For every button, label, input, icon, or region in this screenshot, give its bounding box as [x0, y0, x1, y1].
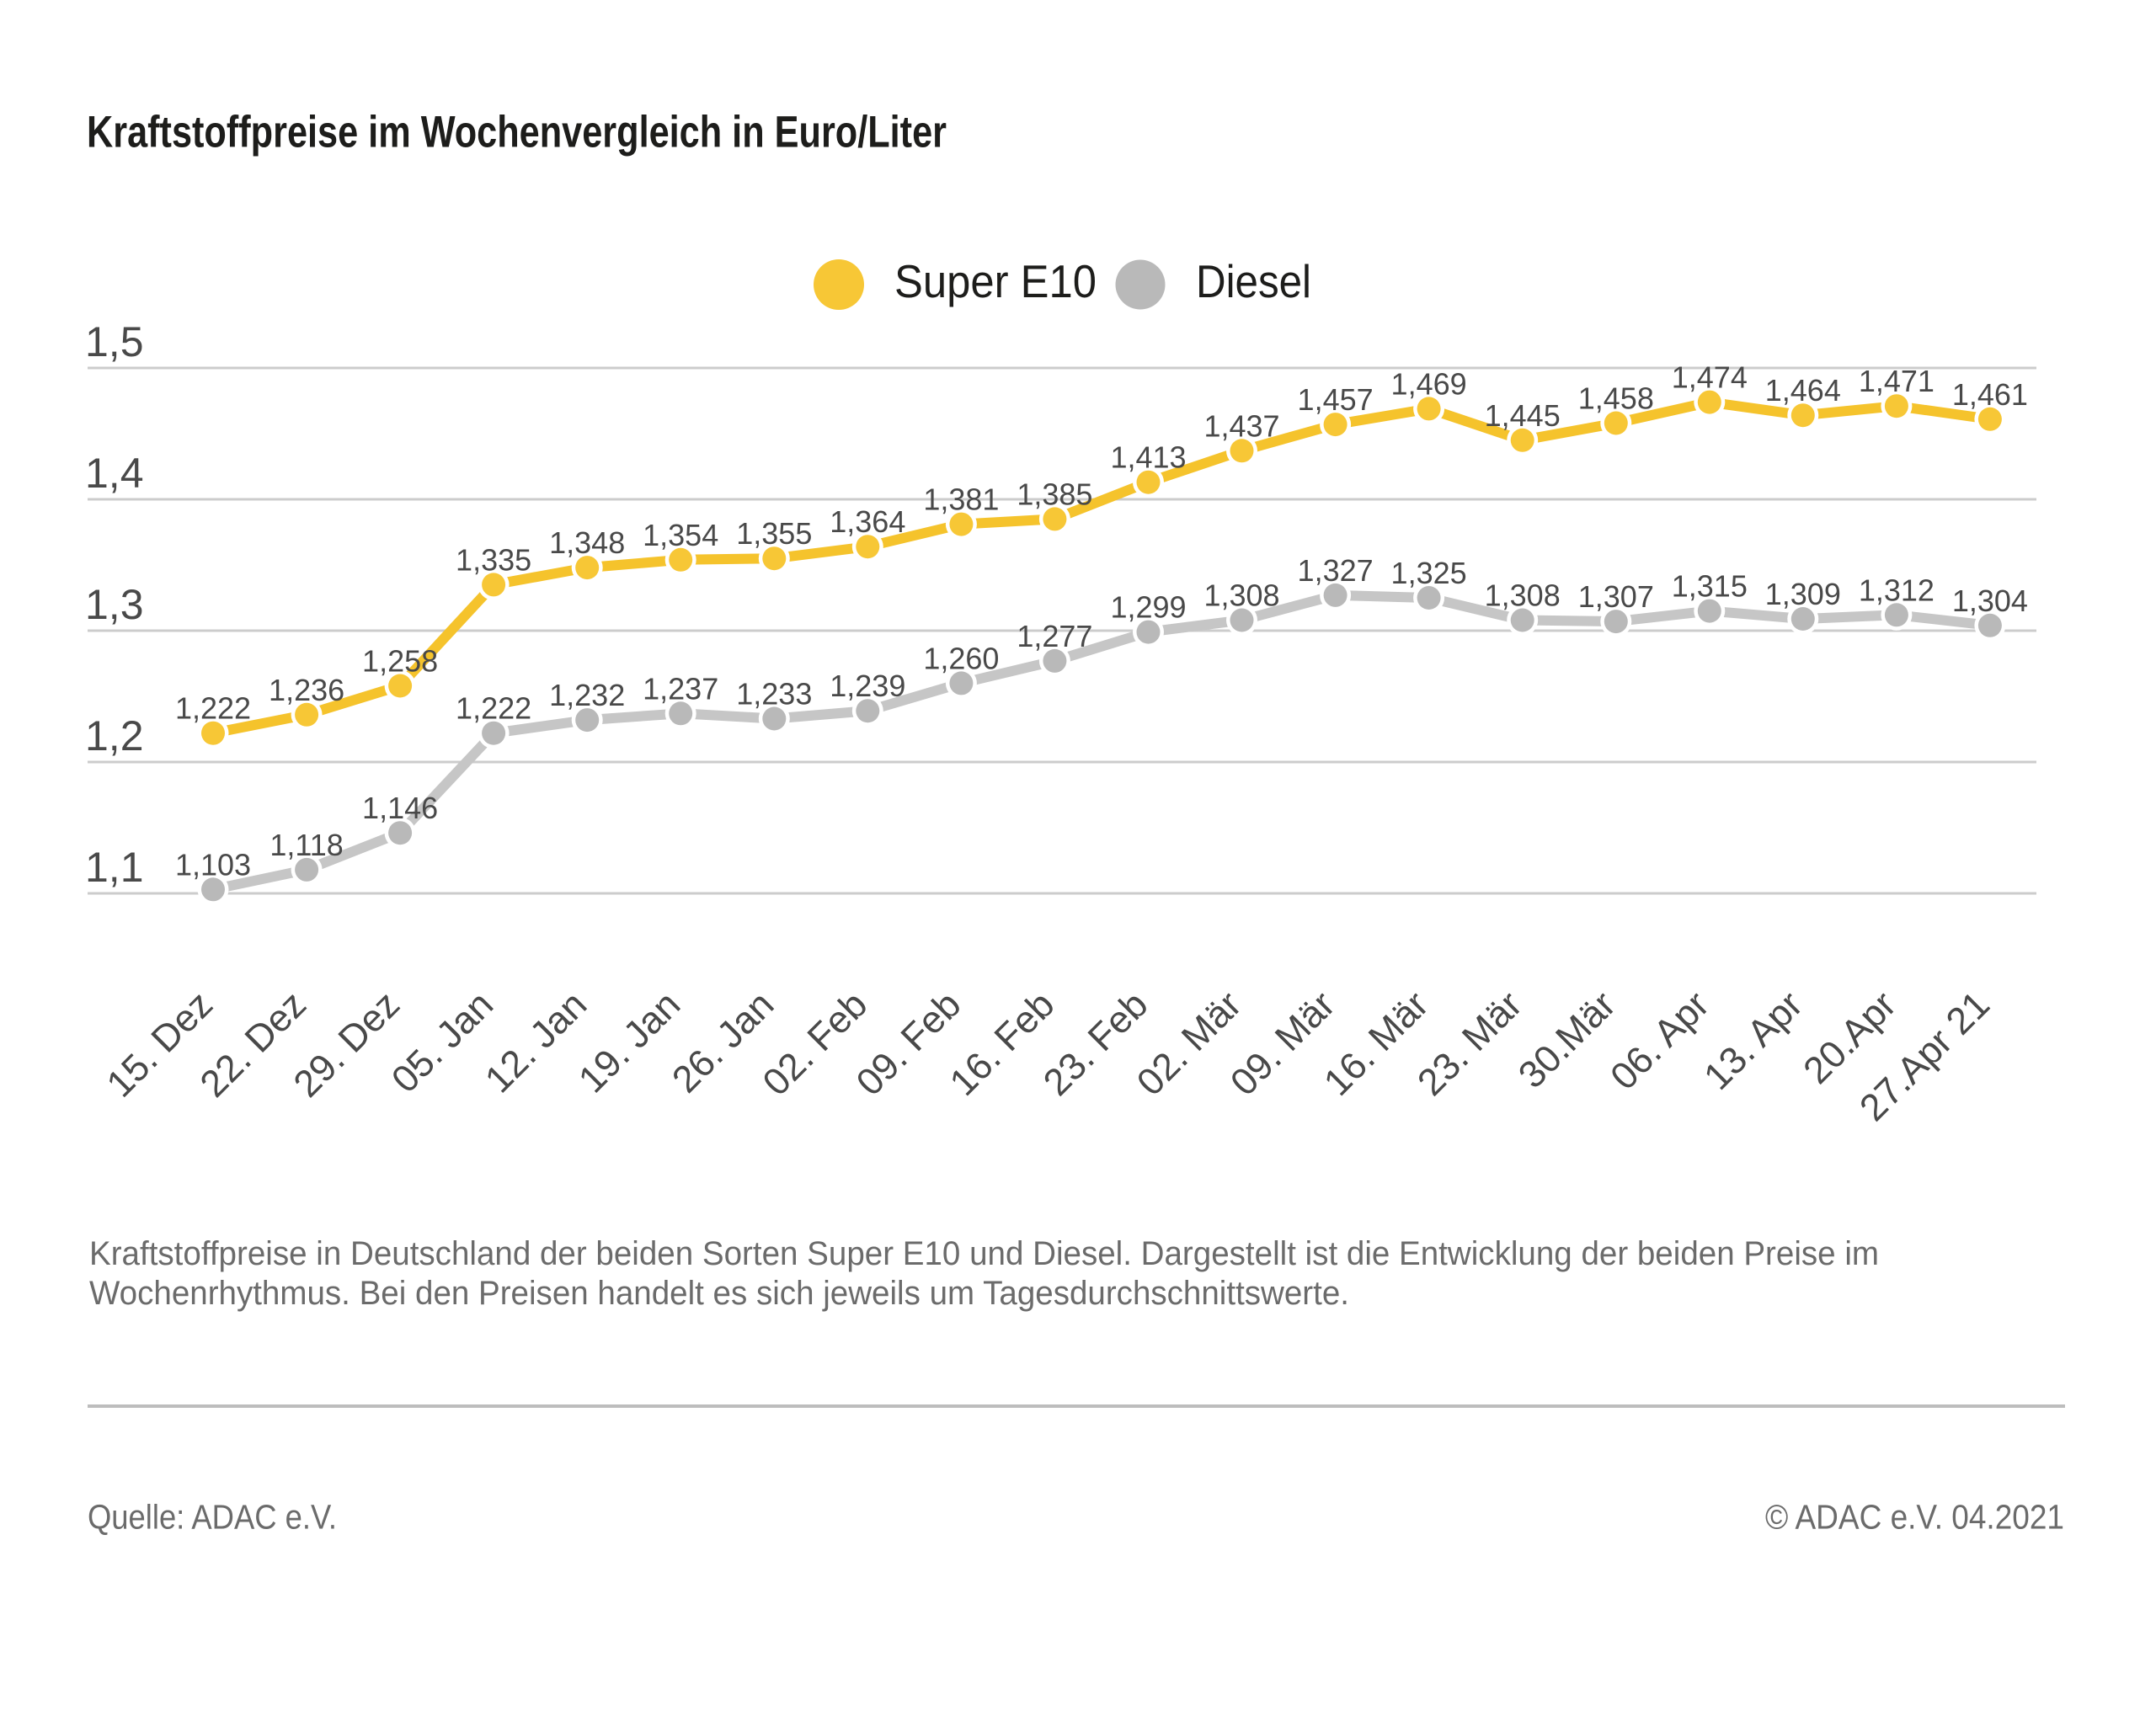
svg-text:1,471: 1,471: [1859, 364, 1935, 398]
svg-text:1,239: 1,239: [830, 669, 905, 703]
svg-text:19. Jan: 19. Jan: [570, 983, 688, 1100]
svg-text:Diesel: Diesel: [1196, 255, 1311, 307]
svg-text:1,260: 1,260: [923, 641, 999, 675]
svg-text:1,335: 1,335: [456, 542, 531, 577]
svg-text:1,118: 1,118: [270, 828, 343, 862]
svg-text:12. Jan: 12. Jan: [477, 983, 595, 1100]
svg-text:1,464: 1,464: [1765, 373, 1841, 408]
svg-text:1,327: 1,327: [1298, 553, 1374, 588]
svg-text:06. Apr: 06. Apr: [1602, 983, 1717, 1098]
svg-text:1,277: 1,277: [1017, 619, 1092, 653]
svg-text:Super E10: Super E10: [894, 255, 1097, 307]
svg-text:05. Jan: 05. Jan: [383, 983, 501, 1100]
svg-text:1,3: 1,3: [85, 581, 144, 628]
svg-text:23. Mär: 23. Mär: [1409, 983, 1530, 1104]
svg-text:1,348: 1,348: [549, 525, 625, 560]
svg-text:1,413: 1,413: [1110, 440, 1186, 475]
svg-text:1,146: 1,146: [362, 791, 438, 825]
svg-text:1,469: 1,469: [1391, 366, 1467, 401]
svg-text:09. Feb: 09. Feb: [847, 983, 969, 1104]
svg-text:1,5: 1,5: [85, 318, 144, 365]
svg-text:15. Dez: 15. Dez: [98, 983, 221, 1106]
svg-text:16. Mär: 16. Mär: [1315, 983, 1437, 1104]
svg-text:1,258: 1,258: [362, 644, 438, 679]
svg-text:1,364: 1,364: [830, 504, 905, 539]
svg-text:1,458: 1,458: [1578, 381, 1654, 416]
svg-text:09. Mär: 09. Mär: [1222, 983, 1343, 1104]
svg-text:1,325: 1,325: [1391, 556, 1467, 590]
svg-text:1,299: 1,299: [1110, 590, 1186, 625]
svg-text:Wochenrhythmus. Bei den Preise: Wochenrhythmus. Bei den Preisen handelt …: [89, 1275, 1349, 1312]
svg-text:02. Mär: 02. Mär: [1129, 983, 1250, 1104]
svg-text:1,315: 1,315: [1672, 569, 1748, 604]
svg-text:1,474: 1,474: [1672, 360, 1748, 395]
svg-text:© ADAC e.V. 04.2021: © ADAC e.V. 04.2021: [1765, 1498, 2064, 1537]
svg-text:16. Feb: 16. Feb: [941, 983, 1062, 1104]
svg-text:1,354: 1,354: [643, 518, 718, 552]
svg-text:23. Feb: 23. Feb: [1035, 983, 1156, 1104]
svg-text:1,312: 1,312: [1859, 573, 1935, 607]
svg-text:1,232: 1,232: [549, 678, 625, 712]
svg-text:1,308: 1,308: [1203, 578, 1279, 613]
svg-text:1,4: 1,4: [85, 450, 144, 497]
svg-text:Kraftstoffpreise im Wochenverg: Kraftstoffpreise im Wochenvergleich in E…: [87, 108, 947, 157]
svg-text:1,103: 1,103: [175, 847, 251, 882]
svg-text:1,355: 1,355: [736, 516, 812, 551]
svg-text:1,222: 1,222: [175, 691, 251, 726]
svg-text:1,437: 1,437: [1203, 408, 1279, 443]
svg-text:1,445: 1,445: [1485, 398, 1561, 433]
svg-text:02. Feb: 02. Feb: [754, 983, 875, 1104]
svg-text:30.Mär: 30.Mär: [1510, 983, 1624, 1096]
svg-text:1,222: 1,222: [456, 691, 531, 726]
svg-text:1,309: 1,309: [1765, 577, 1841, 611]
svg-text:1,2: 1,2: [85, 712, 144, 759]
svg-text:1,1: 1,1: [85, 844, 144, 891]
svg-text:1,381: 1,381: [923, 482, 999, 517]
svg-text:1,304: 1,304: [1952, 584, 2028, 618]
svg-text:Kraftstoffpreise in Deutschlan: Kraftstoffpreise in Deutschland der beid…: [89, 1235, 1879, 1272]
svg-text:1,307: 1,307: [1578, 579, 1654, 614]
svg-text:1,461: 1,461: [1952, 377, 2028, 412]
svg-text:1,457: 1,457: [1298, 382, 1374, 417]
svg-text:1,385: 1,385: [1017, 477, 1092, 511]
svg-text:Quelle: ADAC e.V.: Quelle: ADAC e.V.: [88, 1498, 337, 1537]
svg-text:1,237: 1,237: [643, 671, 718, 706]
svg-text:29. Dez: 29. Dez: [285, 983, 408, 1106]
svg-text:1,236: 1,236: [269, 673, 344, 707]
svg-text:13. Apr: 13. Apr: [1695, 983, 1811, 1098]
svg-text:1,308: 1,308: [1485, 578, 1561, 613]
svg-text:1,233: 1,233: [736, 677, 812, 711]
